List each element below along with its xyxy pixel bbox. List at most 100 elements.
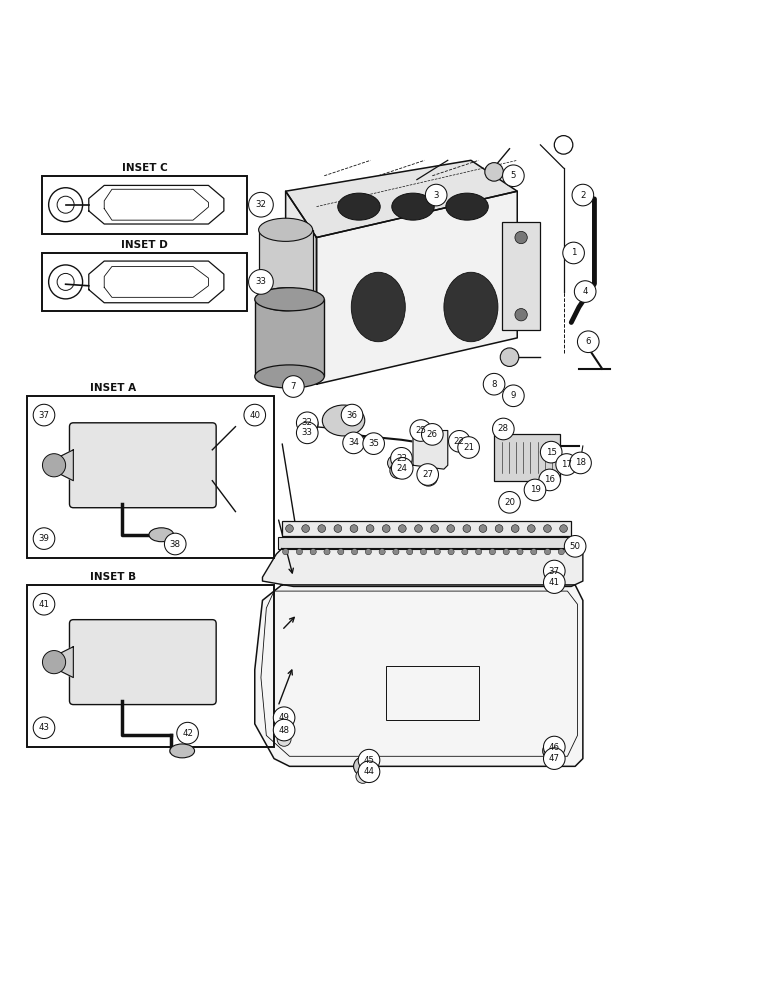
Circle shape [422, 424, 443, 445]
Text: 22: 22 [454, 437, 465, 446]
Circle shape [574, 281, 596, 302]
Circle shape [434, 549, 440, 555]
Text: 32: 32 [302, 418, 313, 427]
Text: 50: 50 [570, 542, 581, 551]
Circle shape [539, 469, 560, 491]
Text: 15: 15 [546, 448, 557, 457]
Text: 17: 17 [561, 460, 572, 469]
Circle shape [379, 549, 385, 555]
Circle shape [350, 525, 358, 532]
Text: 19: 19 [530, 485, 540, 494]
Circle shape [283, 376, 304, 397]
Circle shape [382, 525, 390, 532]
Text: 23: 23 [396, 454, 407, 463]
Circle shape [503, 385, 524, 407]
Bar [386, 666, 479, 720]
Text: 2: 2 [580, 191, 586, 200]
Text: 47: 47 [549, 754, 560, 763]
Circle shape [448, 549, 454, 555]
Text: 33: 33 [302, 428, 313, 437]
Ellipse shape [149, 528, 174, 542]
Circle shape [358, 749, 380, 771]
Circle shape [556, 454, 577, 475]
Text: 3: 3 [433, 191, 439, 200]
FancyBboxPatch shape [69, 423, 216, 508]
Circle shape [33, 593, 55, 615]
Text: 21: 21 [463, 443, 474, 452]
Ellipse shape [351, 272, 405, 342]
Circle shape [351, 549, 357, 555]
Circle shape [543, 572, 565, 593]
Polygon shape [42, 450, 73, 481]
Circle shape [515, 231, 527, 244]
Circle shape [410, 420, 432, 441]
Bar [27, 396, 274, 558]
Text: 48: 48 [279, 726, 290, 735]
Polygon shape [262, 549, 583, 586]
Circle shape [564, 536, 586, 557]
Circle shape [524, 479, 546, 501]
Circle shape [458, 437, 479, 458]
Circle shape [447, 525, 455, 532]
Ellipse shape [444, 272, 498, 342]
Circle shape [249, 192, 273, 217]
Bar [278, 537, 575, 549]
Circle shape [283, 549, 289, 555]
Polygon shape [42, 647, 73, 678]
Text: 38: 38 [170, 540, 181, 549]
Text: 42: 42 [182, 729, 193, 738]
Text: 37: 37 [549, 567, 560, 576]
Ellipse shape [170, 744, 195, 758]
Circle shape [543, 560, 565, 582]
Text: 16: 16 [544, 475, 555, 484]
Circle shape [391, 448, 412, 469]
Circle shape [277, 732, 291, 746]
Circle shape [42, 651, 66, 674]
Polygon shape [317, 191, 517, 384]
Text: 5: 5 [510, 171, 516, 180]
Circle shape [358, 761, 380, 783]
Text: 37: 37 [39, 411, 49, 420]
Text: INSET D: INSET D [121, 240, 168, 250]
Circle shape [343, 432, 364, 454]
Circle shape [286, 525, 293, 532]
Text: 26: 26 [427, 430, 438, 439]
Circle shape [356, 769, 370, 783]
Text: 1: 1 [571, 248, 577, 257]
Circle shape [543, 525, 551, 532]
Circle shape [42, 454, 66, 477]
Text: 18: 18 [575, 458, 586, 467]
Circle shape [462, 549, 468, 555]
Circle shape [500, 348, 519, 366]
Ellipse shape [322, 405, 364, 436]
Circle shape [300, 415, 318, 434]
Circle shape [543, 736, 565, 758]
Ellipse shape [255, 288, 324, 311]
Circle shape [463, 525, 471, 532]
Circle shape [33, 717, 55, 739]
Circle shape [503, 549, 510, 555]
Text: 39: 39 [39, 534, 49, 543]
Bar [255, 299, 324, 376]
Circle shape [366, 525, 374, 532]
Text: 6: 6 [585, 337, 591, 346]
Text: 45: 45 [364, 756, 374, 765]
Text: INSET C: INSET C [122, 163, 168, 173]
Circle shape [479, 525, 487, 532]
Circle shape [570, 452, 591, 474]
Ellipse shape [255, 365, 324, 388]
Circle shape [318, 525, 326, 532]
Text: 7: 7 [290, 382, 296, 391]
Circle shape [563, 242, 584, 264]
Text: 25: 25 [415, 426, 426, 435]
Circle shape [511, 525, 519, 532]
Ellipse shape [391, 193, 434, 220]
Circle shape [275, 719, 293, 738]
Circle shape [503, 165, 524, 187]
Circle shape [393, 549, 399, 555]
Text: INSET A: INSET A [90, 383, 137, 393]
Circle shape [577, 331, 599, 353]
Circle shape [407, 549, 413, 555]
Text: 41: 41 [549, 578, 560, 587]
Circle shape [341, 404, 363, 426]
